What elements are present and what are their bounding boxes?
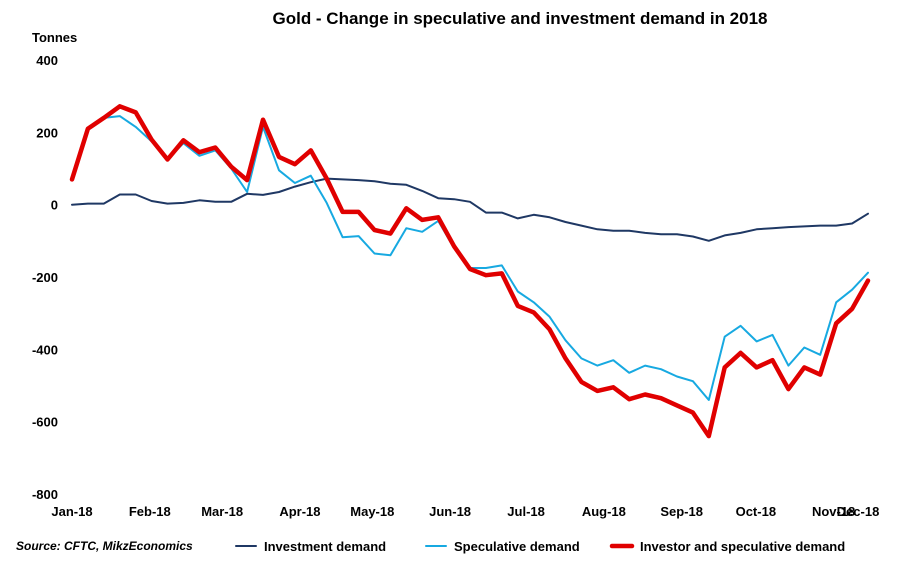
- y-tick-label: 400: [36, 53, 58, 68]
- series-line-investor-and-speculative-demand: [69, 104, 871, 439]
- y-tick-label: -800: [32, 487, 58, 502]
- x-tick-label: Jun-18: [429, 504, 471, 519]
- x-tick-label: Jan-18: [51, 504, 92, 519]
- x-tick-label: Sep-18: [660, 504, 703, 519]
- y-tick-label: -200: [32, 270, 58, 285]
- source-note: Source: CFTC, MikzEconomics: [16, 539, 193, 553]
- x-tick-label: Dec-18: [837, 504, 880, 519]
- x-tick-label: Nov-18: [812, 504, 855, 519]
- chart-title: Gold - Change in speculative and investm…: [272, 9, 767, 28]
- x-tick-label: Feb-18: [129, 504, 171, 519]
- legend: Investment demand Speculative demand Inves…: [235, 539, 845, 554]
- x-tick-label: Aug-18: [582, 504, 626, 519]
- x-tick-label: Apr-18: [279, 504, 320, 519]
- y-tick-label: -400: [32, 342, 58, 357]
- y-tick-label: 0: [51, 198, 58, 213]
- series-lines: [69, 104, 871, 439]
- x-tick-label: May-18: [350, 504, 394, 519]
- x-tick-label: Oct-18: [736, 504, 776, 519]
- y-tick-label: 200: [36, 125, 58, 140]
- y-axis-unit-label: Tonnes: [32, 30, 77, 45]
- legend-label: Speculative demand: [454, 539, 580, 554]
- x-tick-labels: Jan-18 Feb-18 Mar-18 Apr-18 May-18 Jun-18 Jul-…: [51, 504, 879, 519]
- x-tick-label: Jul-18: [507, 504, 545, 519]
- x-tick-label: Mar-18: [201, 504, 243, 519]
- series-line-investment-demand: [71, 177, 869, 242]
- y-tick-label: -600: [32, 415, 58, 430]
- legend-label: Investment demand: [264, 539, 386, 554]
- legend-label: Investor and speculative demand: [640, 539, 845, 554]
- y-tick-labels: 400 200 0 -200 -400 -600 -800: [32, 53, 58, 502]
